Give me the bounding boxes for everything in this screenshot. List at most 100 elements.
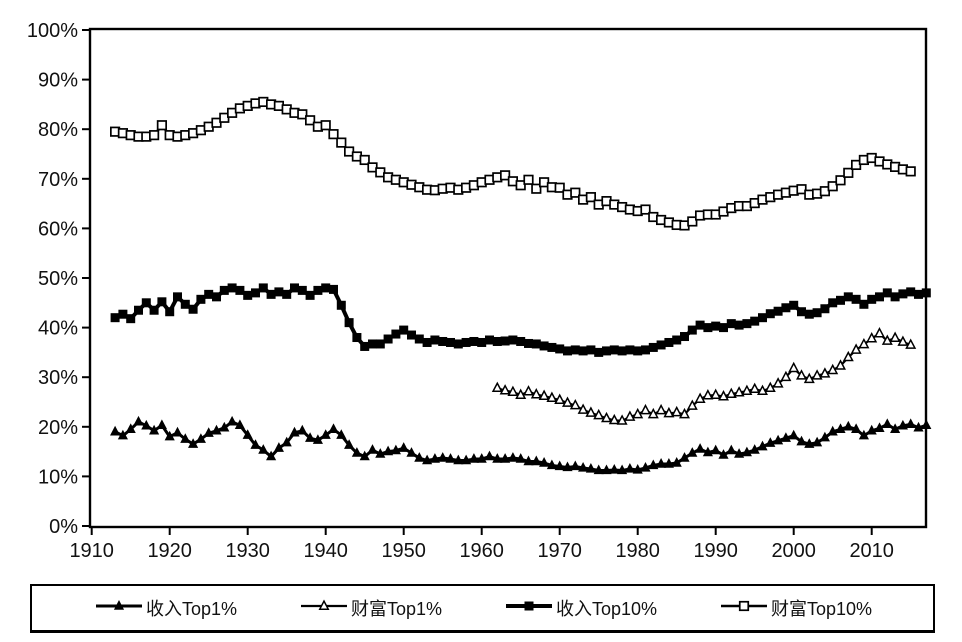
legend-item-wealth-top1: 财富Top1% (298, 595, 442, 621)
series-marker-wealth-top10 (297, 109, 308, 120)
series-marker-income-top10 (422, 337, 432, 347)
series-marker-income-top10 (859, 299, 869, 309)
series-marker-income-top10 (664, 337, 674, 347)
series-marker-income-top1 (804, 438, 815, 448)
series-marker-wealth-top1 (733, 386, 745, 397)
series-marker-wealth-top1 (679, 407, 690, 419)
series-marker-income-top10 (882, 288, 892, 298)
series-marker-income-top10 (290, 283, 299, 293)
series-marker-income-top1 (741, 446, 752, 457)
series-marker-wealth-top1 (523, 385, 534, 396)
series-marker-income-top10 (531, 339, 541, 349)
series-marker-income-top1 (414, 452, 425, 462)
series-marker-income-top1 (195, 433, 206, 443)
series-marker-income-top10 (492, 336, 502, 346)
series-marker-income-top10 (243, 290, 253, 300)
series-marker-income-top10 (875, 292, 884, 302)
series-marker-income-top1 (219, 421, 230, 432)
series-marker-wealth-top1 (507, 385, 519, 397)
series-marker-income-top1 (546, 459, 557, 470)
series-marker-income-top10 (914, 289, 923, 299)
series-marker-wealth-top1 (749, 382, 761, 394)
x-axis-label: 1990 (693, 540, 738, 562)
series-marker-income-top1 (819, 431, 830, 442)
series-marker-income-top10 (469, 336, 479, 346)
series-marker-wealth-top1 (874, 327, 885, 338)
series-marker-income-top1 (437, 452, 448, 462)
legend-swatch-svg (300, 599, 347, 610)
series-marker-income-top10 (204, 289, 214, 299)
series-marker-income-top1 (687, 447, 698, 457)
y-axis-label: 70% (38, 169, 78, 191)
series-marker-income-top10 (196, 294, 206, 304)
series-marker-wealth-top10 (523, 174, 534, 185)
series-marker-income-top10 (726, 319, 736, 329)
series-marker-income-top1 (515, 453, 526, 463)
series-marker-wealth-top10 (515, 180, 526, 191)
series-marker-wealth-top1 (702, 389, 714, 400)
wealth-top1-marker-icon (298, 598, 350, 619)
series-marker-wealth-top1 (616, 414, 628, 425)
series-marker-income-top1 (117, 429, 128, 440)
series-marker-income-top10 (516, 336, 526, 346)
series-marker-income-top1 (351, 447, 362, 457)
series-marker-wealth-top1 (905, 338, 917, 349)
series-marker-income-top1 (765, 437, 776, 447)
series-marker-income-top1 (484, 450, 495, 461)
series-marker-income-top10 (508, 335, 518, 345)
series-marker-income-top10 (383, 334, 393, 344)
series-marker-income-top10 (851, 294, 861, 304)
series-marker-income-top1 (125, 423, 136, 433)
series-marker-income-top10 (578, 346, 588, 356)
series-marker-income-top1 (367, 444, 378, 454)
series-marker-income-top10 (446, 337, 455, 347)
series-marker-income-top10 (188, 304, 198, 314)
x-axis-label: 2000 (771, 540, 816, 562)
series-marker-income-top1 (273, 442, 284, 452)
series-marker-income-top10 (344, 318, 354, 328)
series-marker-wealth-top1 (624, 410, 636, 421)
series-marker-income-top10 (711, 321, 721, 331)
series-marker-wealth-top10 (500, 170, 511, 181)
series-marker-wealth-top1 (788, 361, 800, 373)
series-marker-income-top10 (336, 300, 346, 310)
series-marker-income-top1 (897, 419, 908, 430)
y-axis-label: 80% (38, 119, 78, 141)
series-marker-income-top10 (547, 342, 557, 352)
series-marker-income-top1 (312, 434, 323, 444)
series-marker-wealth-top1 (850, 343, 862, 354)
series-marker-income-top10 (360, 341, 370, 351)
series-marker-wealth-top1 (897, 335, 909, 346)
series-line-wealth-top10 (114, 100, 912, 227)
series-marker-income-top1 (562, 461, 573, 472)
series-marker-income-top10 (266, 289, 276, 299)
y-axis-label: 60% (38, 218, 78, 240)
series-marker-income-top1 (663, 458, 674, 468)
series-marker-income-top10 (867, 294, 877, 304)
series-marker-income-top1 (593, 464, 604, 475)
series-marker-income-top10 (586, 345, 596, 355)
series-marker-income-top1 (164, 430, 175, 441)
y-axis-label: 100% (27, 20, 78, 42)
series-marker-income-top1 (648, 459, 659, 470)
series-marker-income-top1 (874, 422, 885, 432)
series-marker-income-top10 (687, 325, 697, 335)
series-marker-wealth-top10 (570, 187, 581, 198)
y-axis-label: 20% (38, 417, 78, 439)
series-marker-income-top10 (235, 285, 245, 295)
series-marker-income-top1 (242, 429, 253, 439)
series-marker-wealth-top1 (710, 388, 722, 399)
legend-label: 收入Top1% (145, 599, 237, 619)
series-marker-income-top10 (641, 345, 650, 355)
series-marker-income-top10 (165, 307, 175, 317)
series-marker-income-top10 (352, 333, 362, 343)
series-marker-wealth-top1 (515, 388, 527, 399)
series-marker-income-top10 (773, 306, 783, 316)
series-marker-income-top10 (812, 308, 822, 318)
x-axis-label: 1930 (225, 540, 270, 562)
series-marker-wealth-top10 (585, 192, 597, 203)
series-marker-income-top1 (585, 462, 596, 473)
series-marker-wealth-top1 (803, 372, 815, 384)
series-marker-wealth-top1 (835, 359, 846, 370)
